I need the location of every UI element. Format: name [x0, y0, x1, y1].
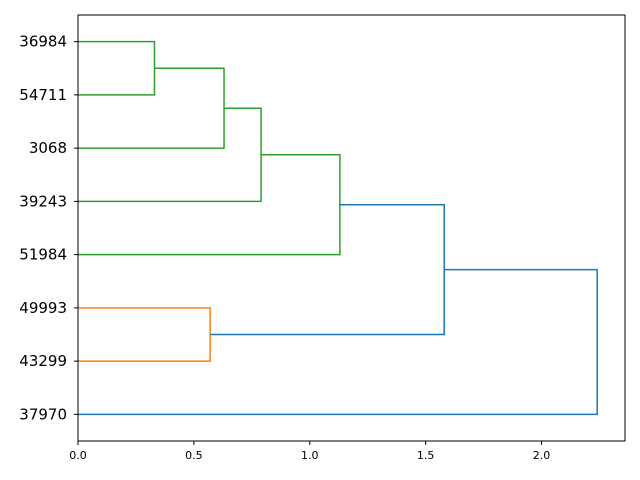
- y-axis: 36984 54711 3068 39243 51984 49993 43299 37970: [19, 33, 78, 423]
- x-tick-label: 0.5: [185, 449, 203, 462]
- dendrogram-link: [78, 268, 598, 416]
- dendrogram-link: [78, 307, 211, 362]
- x-tick-label: 2.0: [533, 449, 551, 462]
- y-tick-label: 37970: [19, 405, 67, 423]
- axes-frame: [77, 14, 626, 442]
- dendrogram-link: [78, 107, 262, 203]
- dendrogram-link: [78, 40, 156, 96]
- x-tick-label: 1.5: [417, 449, 435, 462]
- y-tick-label: 36984: [19, 33, 67, 51]
- dendrogram-link: [210, 203, 445, 336]
- dendrogram-links: [78, 40, 598, 416]
- x-tick-label: 0.0: [69, 449, 87, 462]
- dendrogram-link: [78, 67, 225, 149]
- y-tick-label: 54711: [19, 86, 67, 104]
- dendrogram-link: [78, 154, 341, 256]
- y-tick-label: 39243: [19, 192, 67, 210]
- x-axis: 0.0 0.5 1.0 1.5 2.0: [69, 441, 550, 462]
- y-tick-label: 51984: [19, 246, 67, 264]
- x-tick-label: 1.0: [301, 449, 319, 462]
- y-tick-label: 3068: [29, 139, 67, 157]
- y-tick-label: 49993: [19, 299, 67, 317]
- y-tick-label: 43299: [19, 352, 67, 370]
